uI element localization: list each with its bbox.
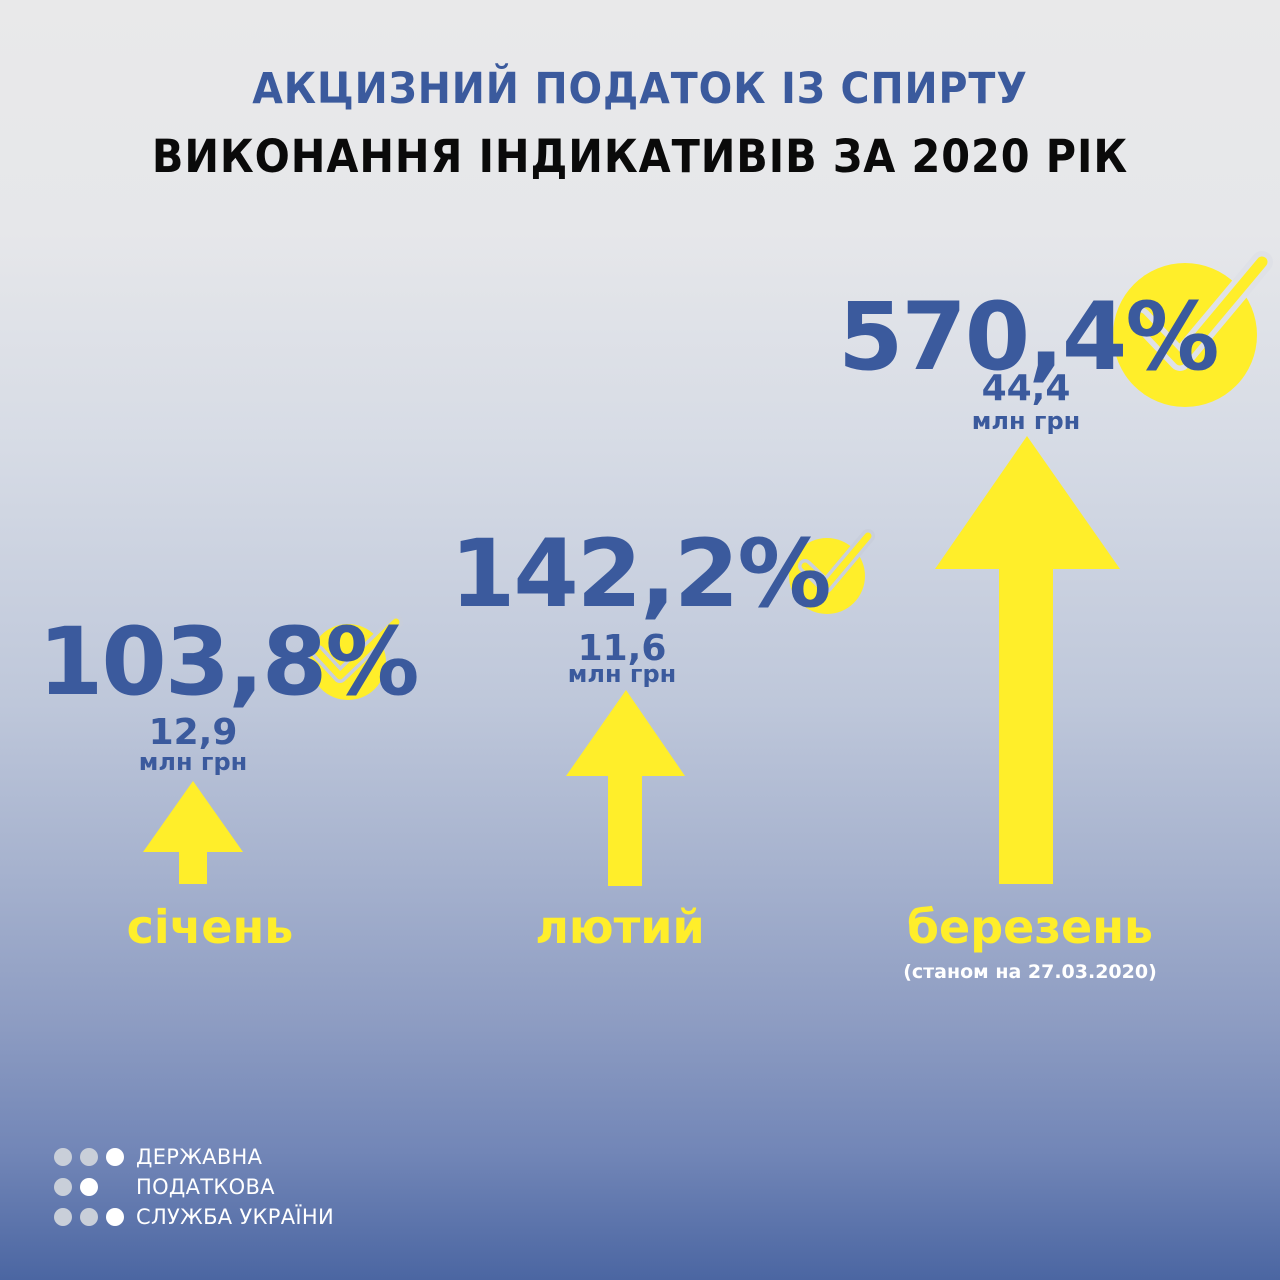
logo-dots-icon [54, 1148, 134, 1166]
amount-value: 44,4 [981, 368, 1071, 409]
arrow-up-icon [566, 690, 685, 886]
amount-unit: млн грн [138, 748, 248, 776]
logo-dots-icon [54, 1178, 134, 1196]
logo-line: ПОДАТКОВА [136, 1175, 275, 1199]
logo-dots-icon [54, 1208, 134, 1226]
logo-line: ДЕРЖАВНА [136, 1145, 263, 1169]
amount-unit: млн грн [567, 660, 677, 688]
month-label: січень [126, 900, 294, 954]
dps-logo: ДЕРЖАВНА ПОДАТКОВА СЛУЖБА УКРАЇНИ [54, 1142, 334, 1232]
arrow-up-icon [143, 781, 243, 884]
percent-value: 142,2% [450, 520, 832, 629]
page-subtitle: ВИКОНАННЯ ІНДИКАТИВІВ ЗА 2020 РІК [151, 130, 1129, 183]
arrow-up-icon [935, 436, 1120, 884]
month-label: лютий [535, 900, 705, 954]
amount-value: 12,9 [148, 712, 238, 753]
percent-value: 103,8% [38, 608, 420, 717]
check-circle-icon [789, 529, 875, 614]
logo-line: СЛУЖБА УКРАЇНИ [136, 1205, 334, 1229]
amount-value: 11,6 [577, 628, 667, 669]
percent-value: 570,4% [838, 283, 1220, 392]
check-circle-icon [310, 615, 403, 700]
date-note: (станом на 27.03.2020) [903, 961, 1157, 983]
page-title: АКЦИЗНИЙ ПОДАТОК ІЗ СПИРТУ [252, 64, 1028, 114]
check-circle-icon [1113, 251, 1273, 407]
month-label: березень [906, 900, 1154, 954]
amount-unit: млн грн [971, 407, 1081, 435]
